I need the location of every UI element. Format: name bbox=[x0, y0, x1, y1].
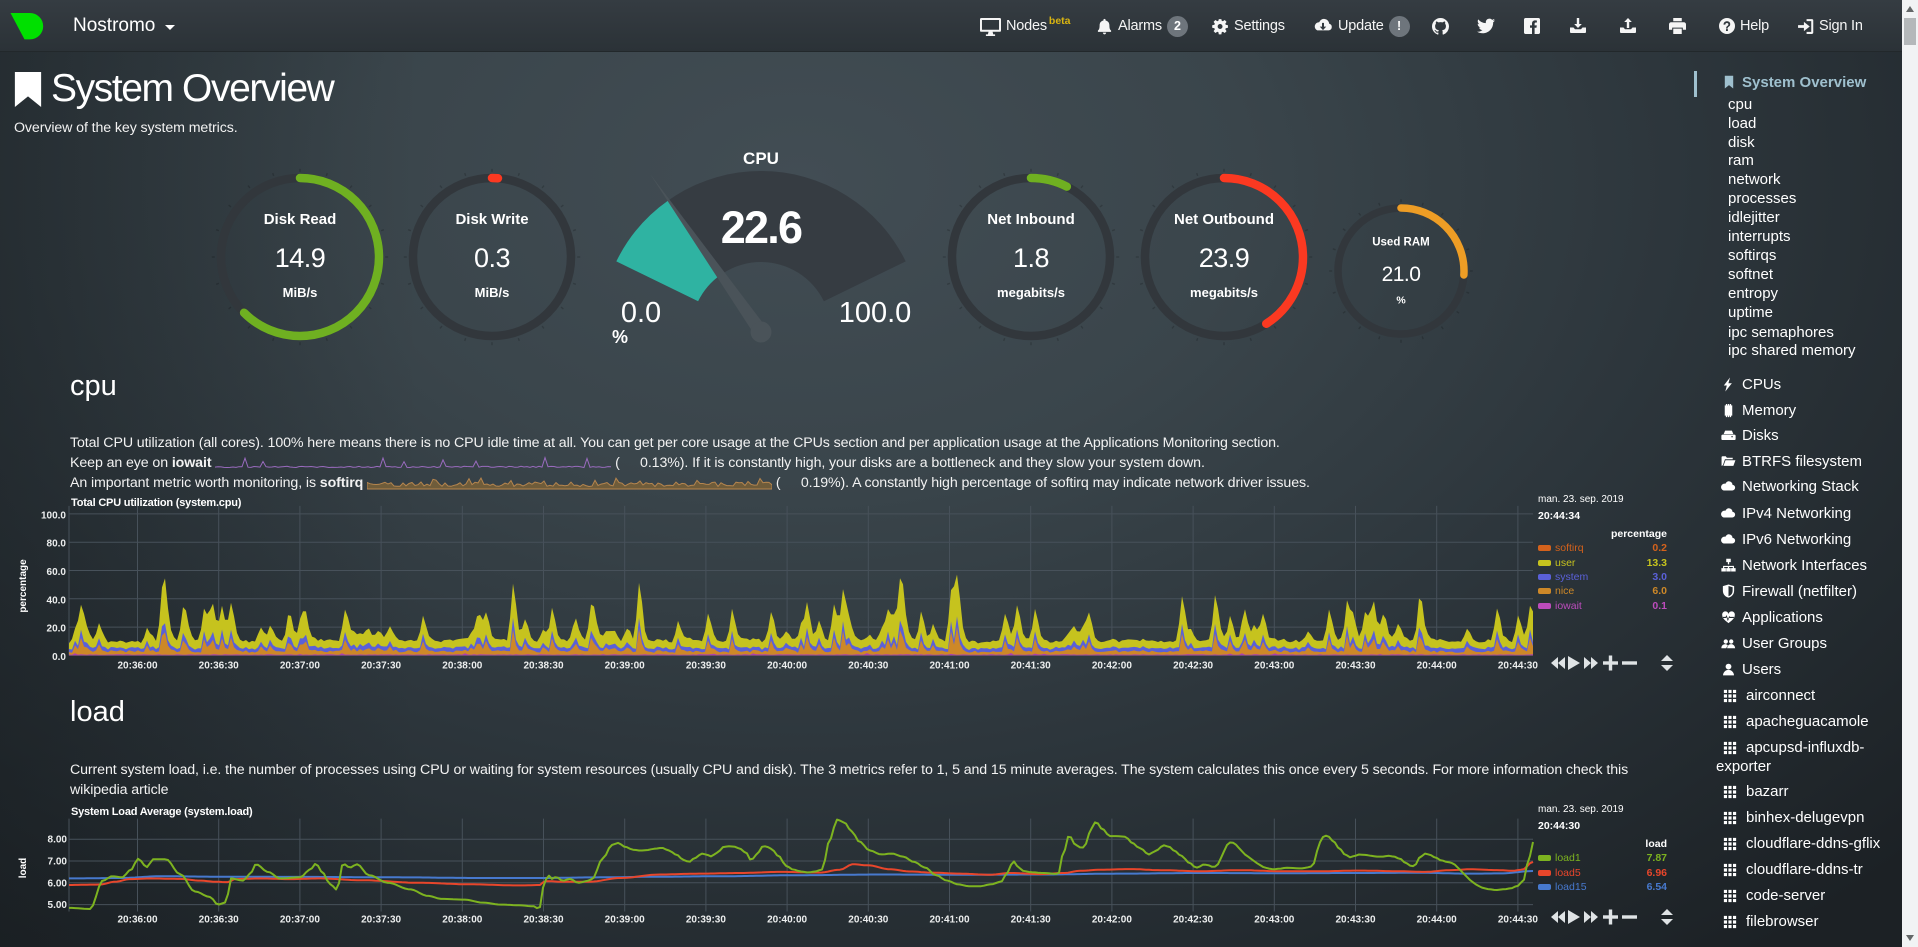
svg-text:20:44:30: 20:44:30 bbox=[1498, 915, 1538, 926]
svg-text:20:42:30: 20:42:30 bbox=[1173, 915, 1213, 926]
svg-text:20:38:30: 20:38:30 bbox=[523, 661, 563, 672]
svg-text:20:40:30: 20:40:30 bbox=[848, 661, 888, 672]
svg-text:20:40:00: 20:40:00 bbox=[767, 915, 807, 926]
svg-text:20:37:00: 20:37:00 bbox=[280, 661, 320, 672]
svg-text:%: % bbox=[1396, 295, 1406, 307]
svg-text:System Load Average (system.lo: System Load Average (system.load) bbox=[71, 806, 253, 818]
svg-text:21.0: 21.0 bbox=[1382, 263, 1421, 286]
svg-text:100.0: 100.0 bbox=[41, 510, 66, 521]
svg-text:20:39:30: 20:39:30 bbox=[686, 915, 726, 926]
svg-text:20:44:30: 20:44:30 bbox=[1498, 661, 1538, 672]
svg-text:20:38:30: 20:38:30 bbox=[523, 915, 563, 926]
svg-text:20:36:00: 20:36:00 bbox=[117, 661, 157, 672]
svg-text:20:43:30: 20:43:30 bbox=[1335, 661, 1375, 672]
svg-text:megabits/s: megabits/s bbox=[997, 285, 1065, 300]
svg-text:Net Outbound: Net Outbound bbox=[1174, 211, 1274, 228]
svg-text:20:36:30: 20:36:30 bbox=[199, 661, 239, 672]
svg-text:80.0: 80.0 bbox=[47, 539, 67, 550]
svg-text:20:43:00: 20:43:00 bbox=[1254, 661, 1294, 672]
svg-text:20:41:30: 20:41:30 bbox=[1011, 915, 1051, 926]
svg-text:20:39:30: 20:39:30 bbox=[686, 661, 726, 672]
svg-text:40.0: 40.0 bbox=[47, 595, 67, 606]
svg-text:Disk Write: Disk Write bbox=[455, 211, 528, 228]
svg-text:20:36:00: 20:36:00 bbox=[117, 915, 157, 926]
svg-text:23.9: 23.9 bbox=[1199, 243, 1250, 273]
svg-text:MiB/s: MiB/s bbox=[475, 285, 510, 300]
svg-text:0.0: 0.0 bbox=[52, 652, 66, 663]
svg-text:8.00: 8.00 bbox=[48, 835, 68, 846]
svg-text:20:41:00: 20:41:00 bbox=[929, 915, 969, 926]
svg-text:1.8: 1.8 bbox=[1013, 243, 1049, 273]
svg-text:20:38:00: 20:38:00 bbox=[442, 661, 482, 672]
svg-text:Used RAM: Used RAM bbox=[1372, 236, 1430, 248]
svg-text:20:40:00: 20:40:00 bbox=[767, 661, 807, 672]
svg-text:20:40:30: 20:40:30 bbox=[848, 915, 888, 926]
svg-text:20:39:00: 20:39:00 bbox=[605, 661, 645, 672]
svg-text:Disk Read: Disk Read bbox=[264, 211, 337, 228]
svg-text:20:36:30: 20:36:30 bbox=[199, 915, 239, 926]
svg-text:20:39:00: 20:39:00 bbox=[605, 915, 645, 926]
svg-text:7.00: 7.00 bbox=[48, 857, 68, 868]
svg-text:megabits/s: megabits/s bbox=[1190, 285, 1258, 300]
svg-text:20:44:00: 20:44:00 bbox=[1417, 915, 1457, 926]
svg-text:5.00: 5.00 bbox=[48, 900, 68, 911]
svg-text:20:43:00: 20:43:00 bbox=[1254, 915, 1294, 926]
svg-text:20:37:30: 20:37:30 bbox=[361, 661, 401, 672]
svg-text:MiB/s: MiB/s bbox=[283, 285, 318, 300]
svg-text:20:41:00: 20:41:00 bbox=[929, 661, 969, 672]
svg-text:Net Inbound: Net Inbound bbox=[987, 211, 1074, 228]
svg-text:100.0: 100.0 bbox=[839, 297, 912, 329]
svg-text:20:43:30: 20:43:30 bbox=[1335, 915, 1375, 926]
svg-text:22.6: 22.6 bbox=[721, 202, 802, 253]
svg-text:20:42:30: 20:42:30 bbox=[1173, 661, 1213, 672]
svg-text:0.3: 0.3 bbox=[474, 243, 510, 273]
svg-text:20:42:00: 20:42:00 bbox=[1092, 915, 1132, 926]
svg-text:Total CPU utilization (system.: Total CPU utilization (system.cpu) bbox=[71, 497, 242, 509]
svg-text:percentage: percentage bbox=[18, 559, 29, 613]
svg-text:20.0: 20.0 bbox=[47, 624, 67, 635]
svg-text:CPU: CPU bbox=[743, 149, 779, 168]
svg-text:load: load bbox=[18, 858, 29, 879]
svg-text:%: % bbox=[612, 327, 628, 347]
svg-text:20:44:00: 20:44:00 bbox=[1417, 661, 1457, 672]
svg-text:20:42:00: 20:42:00 bbox=[1092, 661, 1132, 672]
svg-text:6.00: 6.00 bbox=[48, 878, 68, 889]
svg-text:20:38:00: 20:38:00 bbox=[442, 915, 482, 926]
svg-text:14.9: 14.9 bbox=[275, 243, 326, 273]
svg-text:0.0: 0.0 bbox=[621, 297, 661, 329]
svg-text:20:41:30: 20:41:30 bbox=[1011, 661, 1051, 672]
svg-text:60.0: 60.0 bbox=[47, 567, 67, 578]
svg-text:20:37:30: 20:37:30 bbox=[361, 915, 401, 926]
svg-text:20:37:00: 20:37:00 bbox=[280, 915, 320, 926]
